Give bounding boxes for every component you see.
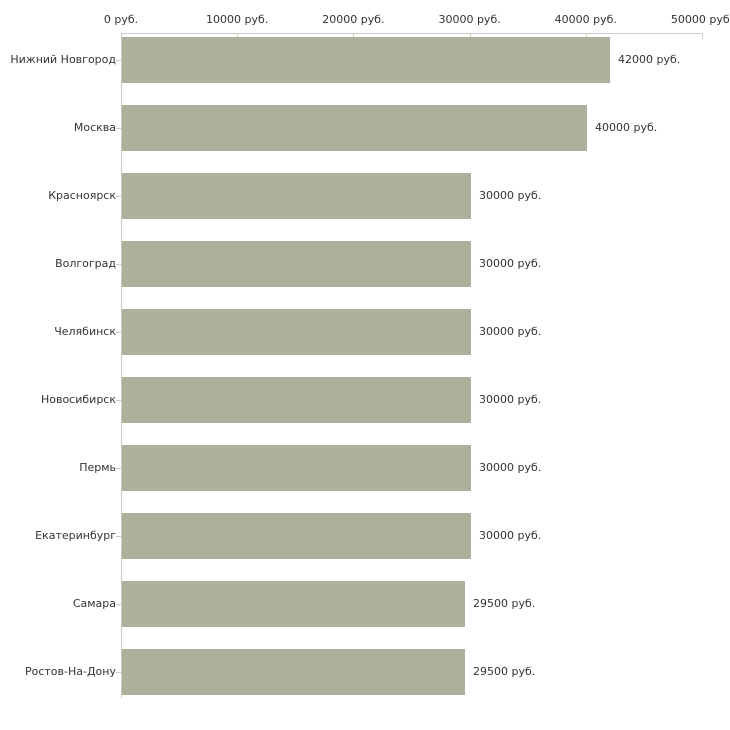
category-tick <box>116 468 121 469</box>
bar-row: Челябинск 30000 руб. <box>0 298 730 366</box>
bar-row: Самара 29500 руб. <box>0 570 730 638</box>
y-axis-line <box>121 33 122 698</box>
bar-row: Нижний Новгород 42000 руб. <box>0 26 730 94</box>
category-tick <box>116 60 121 61</box>
bar-row: Волгоград 30000 руб. <box>0 230 730 298</box>
x-axis-tick <box>353 34 355 39</box>
category-label: Новосибирск <box>40 393 116 406</box>
category-label: Москва <box>73 121 116 134</box>
value-label: 30000 руб. <box>479 325 542 338</box>
bar <box>122 173 471 219</box>
x-axis-tick-label: 20000 руб. <box>322 13 385 26</box>
x-axis-tick <box>121 34 122 39</box>
category-label: Челябинск <box>54 325 116 338</box>
category-tick <box>116 604 121 605</box>
x-axis-tick <box>585 34 587 39</box>
x-axis-tick-label: 30000 руб. <box>438 13 501 26</box>
value-label: 30000 руб. <box>479 461 542 474</box>
bar-row: Красноярск 30000 руб. <box>0 162 730 230</box>
category-tick <box>116 672 121 673</box>
bar <box>122 581 465 627</box>
x-axis-line <box>121 33 702 34</box>
x-axis-tick <box>469 34 471 39</box>
value-label: 30000 руб. <box>479 393 542 406</box>
x-axis-tick-label: 40000 руб. <box>554 13 617 26</box>
category-label: Екатеринбург <box>35 529 116 542</box>
bar <box>122 37 610 83</box>
category-label: Нижний Новгород <box>10 53 116 66</box>
value-label: 30000 руб. <box>479 529 542 542</box>
category-tick <box>116 196 121 197</box>
category-tick <box>116 264 121 265</box>
category-label: Самара <box>72 597 116 610</box>
bar <box>122 445 471 491</box>
value-label: 29500 руб. <box>473 597 536 610</box>
category-tick <box>116 128 121 129</box>
bar-row: Ростов-На-Дону 29500 руб. <box>0 638 730 706</box>
x-axis-tick <box>702 34 703 39</box>
bar-row: Пермь 30000 руб. <box>0 434 730 502</box>
value-label: 40000 руб. <box>595 121 658 134</box>
bar <box>122 649 465 695</box>
x-axis-tick <box>237 34 239 39</box>
bar <box>122 513 471 559</box>
bar-row: Москва 40000 руб. <box>0 94 730 162</box>
category-label: Пермь <box>79 461 116 474</box>
x-axis-tick-label: 10000 руб. <box>206 13 269 26</box>
category-label: Волгоград <box>55 257 116 270</box>
value-label: 30000 руб. <box>479 257 542 270</box>
bar-row: Новосибирск 30000 руб. <box>0 366 730 434</box>
bar <box>122 241 471 287</box>
value-label: 42000 руб. <box>618 53 681 66</box>
value-label: 29500 руб. <box>473 665 536 678</box>
value-label: 30000 руб. <box>479 189 542 202</box>
x-axis-tick-label: 50000 руб. <box>670 13 730 26</box>
category-label: Ростов-На-Дону <box>24 665 116 678</box>
bar-row: Екатеринбург 30000 руб. <box>0 502 730 570</box>
category-tick <box>116 400 121 401</box>
x-axis-tick-label: 0 руб. <box>103 13 139 26</box>
bar <box>122 309 471 355</box>
category-tick <box>116 332 121 333</box>
bar <box>122 105 587 151</box>
category-tick <box>116 536 121 537</box>
category-label: Красноярск <box>48 189 116 202</box>
bar <box>122 377 471 423</box>
